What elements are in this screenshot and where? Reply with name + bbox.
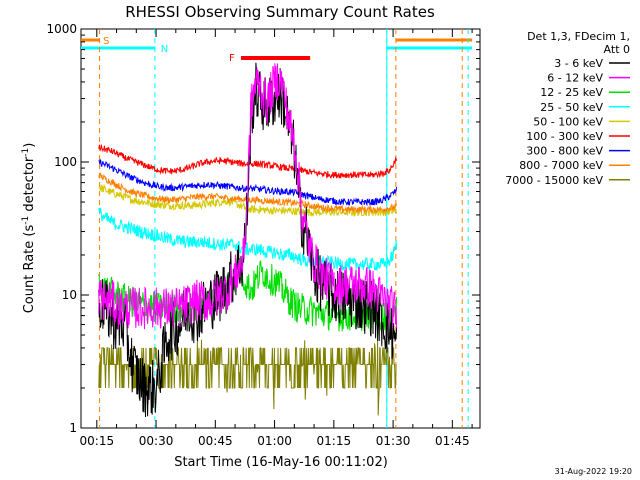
y-axis-label-mid: detector xyxy=(22,156,37,216)
x-axis: 00:15 00:30 00:45 01:00 01:15 01:30 01:45 xyxy=(80,29,473,448)
legend-label: 12 - 25 keV xyxy=(540,86,603,99)
y-axis-label-sup2: -1 xyxy=(21,148,31,157)
x-tick-label: 00:45 xyxy=(198,434,233,448)
y-axis-label-main: Count Rate (s xyxy=(22,225,37,314)
y-tick-label: 1 xyxy=(69,421,77,435)
legend-label: 100 - 300 keV xyxy=(526,130,603,143)
legend-label: 50 - 100 keV xyxy=(533,115,603,128)
legend-header-2: Att 0 xyxy=(604,43,630,56)
flare-label: F xyxy=(229,53,235,64)
legend-label: 7000 - 15000 keV xyxy=(505,174,603,187)
legend-label: 6 - 12 keV xyxy=(547,72,603,85)
legend-label: 25 - 50 keV xyxy=(540,101,603,114)
x-tick-label: 00:15 xyxy=(80,434,115,448)
legend-label: 3 - 6 keV xyxy=(554,57,603,70)
y-axis-label-sup1: -1 xyxy=(21,216,31,225)
x-tick-label: 01:45 xyxy=(435,434,470,448)
saa-label: S xyxy=(103,36,109,47)
series-line xyxy=(98,207,398,271)
x-axis-label: Start Time (16-May-16 00:11:02) xyxy=(174,455,388,470)
y-axis-label-end: ) xyxy=(22,143,37,148)
generated-timestamp: 31-Aug-2022 19:20 xyxy=(555,467,632,476)
count-rate-series xyxy=(98,62,398,418)
night-label: N xyxy=(161,44,168,55)
y-tick-label: 1000 xyxy=(46,22,77,36)
x-tick-label: 00:30 xyxy=(139,434,174,448)
y-tick-label: 10 xyxy=(62,288,77,302)
y-axis: 1 10 100 1000 xyxy=(46,22,480,435)
legend-label: 300 - 800 keV xyxy=(526,145,603,158)
y-tick-label: 100 xyxy=(54,155,77,169)
plot-frame xyxy=(80,28,481,429)
observing-intervals: S N F xyxy=(81,29,473,428)
x-tick-label: 01:00 xyxy=(257,434,292,448)
y-axis-label: Count Rate (s-1 detector-1) xyxy=(21,143,37,314)
chart-title: RHESSI Observing Summary Count Rates xyxy=(125,3,435,21)
legend-header-1: Det 1,3, FDecim 1, xyxy=(527,30,630,43)
legend: Det 1,3, FDecim 1, Att 0 3 - 6 keV 6 - 12… xyxy=(505,30,630,187)
series-line xyxy=(98,63,398,330)
x-tick-label: 01:15 xyxy=(317,434,352,448)
x-tick-label: 01:30 xyxy=(376,434,411,448)
legend-label: 800 - 7000 keV xyxy=(519,159,603,172)
